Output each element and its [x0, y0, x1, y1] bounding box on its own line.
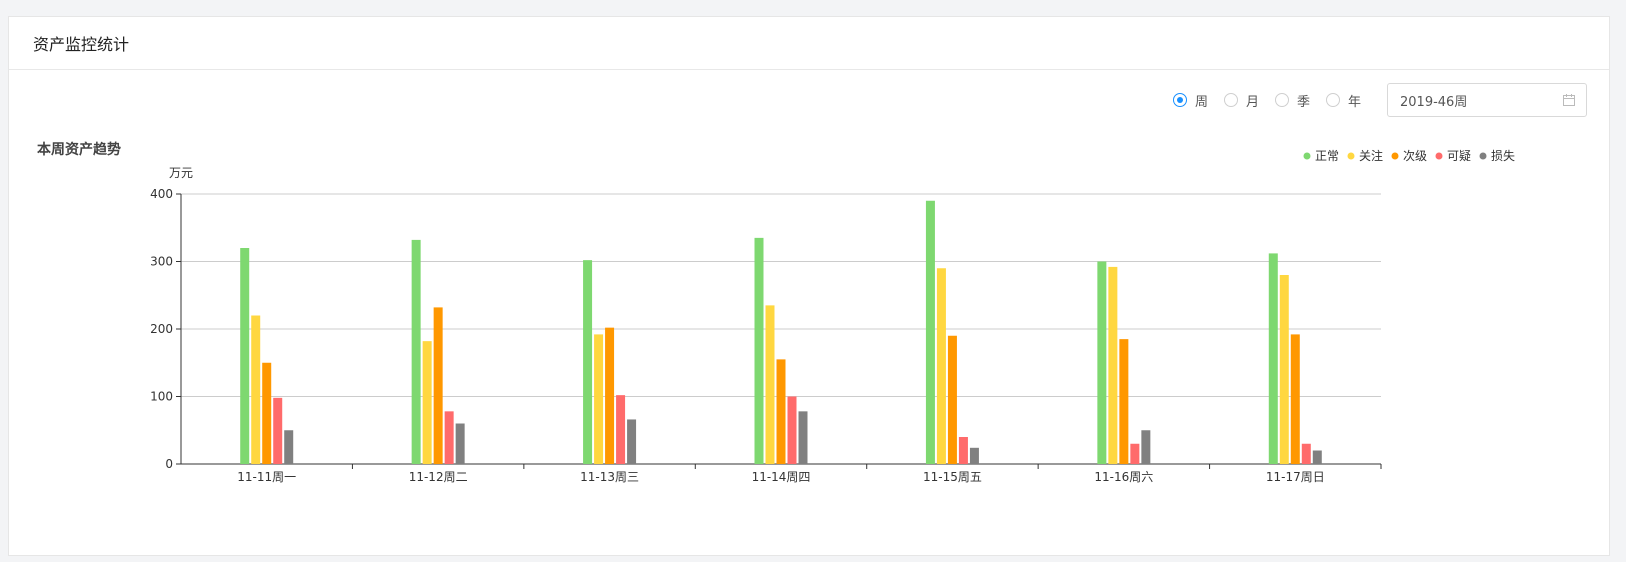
bar-关注	[422, 341, 432, 464]
legend-label: 可疑	[1447, 148, 1471, 163]
bar-次级	[605, 327, 615, 464]
period-label-week: 周	[1194, 94, 1208, 110]
period-label-year: 年	[1347, 94, 1361, 110]
calendar-icon[interactable]	[1562, 93, 1576, 107]
bar-正常	[583, 260, 593, 464]
legend-marker	[1391, 152, 1399, 160]
y-tick-label: 0	[165, 457, 173, 471]
asset-trend-bar-chart: 0 100 200 300 400 万元 11-11周一 11-12周二 11-13周三 11-1…	[150, 148, 1515, 484]
legend-marker	[1435, 152, 1443, 160]
period-label-quarter: 季	[1296, 94, 1310, 110]
card-title: 资产监控统计	[9, 17, 1609, 70]
bar-可疑	[1301, 443, 1311, 464]
bar-可疑	[787, 396, 797, 464]
legend-marker	[1479, 152, 1487, 160]
period-radio-month[interactable]: 月	[1223, 91, 1259, 110]
radio-icon[interactable]	[1274, 93, 1289, 107]
bar-次级	[776, 359, 786, 464]
bar-损失	[969, 447, 979, 464]
bar-关注	[765, 305, 775, 464]
bar-关注	[594, 334, 604, 464]
bar-损失	[455, 423, 465, 464]
bar-损失	[798, 411, 808, 464]
x-tick-label: 11-15周五	[923, 470, 982, 484]
radio-icon[interactable]	[1172, 93, 1187, 107]
bar-次级	[947, 335, 957, 464]
x-tick-label: 11-14周四	[752, 470, 811, 484]
y-tick-label: 300	[150, 255, 173, 269]
bar-可疑	[616, 395, 626, 464]
period-label-month: 月	[1245, 94, 1259, 110]
period-radio-group: 周 月 季 年	[1157, 91, 1361, 110]
x-tick-label: 11-12周二	[409, 470, 468, 484]
bar-正常	[240, 248, 250, 464]
bar-正常	[925, 200, 935, 464]
bar-次级	[262, 362, 272, 464]
bar-正常	[411, 239, 421, 464]
section-title: 本周资产趋势	[37, 142, 121, 158]
legend-label: 关注	[1359, 148, 1383, 163]
bar-关注	[1279, 275, 1289, 464]
bar-次级	[1290, 334, 1300, 464]
legend-marker	[1303, 152, 1311, 160]
bar-关注	[251, 315, 261, 464]
bar-次级	[433, 307, 443, 464]
x-tick-label: 11-13周三	[580, 470, 639, 484]
x-tick-label: 11-16周六	[1094, 470, 1153, 484]
bar-关注	[1108, 266, 1118, 464]
y-axis-label: 万元	[169, 166, 193, 180]
y-tick-label: 200	[150, 322, 173, 336]
bar-损失	[627, 419, 637, 464]
bar-正常	[1097, 261, 1107, 464]
bar-可疑	[1130, 443, 1140, 464]
radio-icon[interactable]	[1325, 93, 1340, 107]
bar-可疑	[444, 411, 454, 464]
radio-icon[interactable]	[1223, 93, 1238, 107]
filter-toolbar: 周 月 季 年 2019-46周	[1157, 83, 1587, 117]
bar-损失	[1141, 430, 1151, 464]
period-radio-week[interactable]: 周	[1172, 91, 1208, 110]
x-tick-label: 11-11周一	[237, 470, 296, 484]
bar-可疑	[273, 397, 283, 464]
bar-次级	[1119, 339, 1129, 464]
bar-正常	[754, 237, 764, 464]
x-tick-label: 11-17周日	[1266, 470, 1325, 484]
bar-损失	[1312, 450, 1322, 464]
date-picker-value: 2019-46周	[1400, 94, 1468, 110]
legend-label: 损失	[1491, 148, 1515, 163]
bar-损失	[284, 430, 294, 464]
asset-monitor-card: 资产监控统计 周 月 季 年 2019-46周	[8, 16, 1610, 556]
legend-marker	[1347, 152, 1355, 160]
bar-关注	[936, 268, 946, 464]
period-radio-year[interactable]: 年	[1325, 91, 1361, 110]
bar-正常	[1268, 253, 1278, 464]
week-date-picker[interactable]: 2019-46周	[1387, 83, 1587, 117]
legend-label: 次级	[1403, 149, 1427, 163]
legend-label: 正常	[1315, 149, 1339, 163]
y-tick-label: 400	[150, 187, 173, 201]
y-tick-label: 100	[150, 390, 173, 404]
bar-可疑	[958, 437, 968, 464]
period-radio-quarter[interactable]: 季	[1274, 91, 1310, 110]
